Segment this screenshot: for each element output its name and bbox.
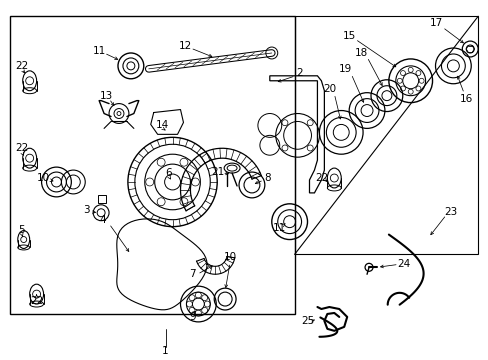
Text: 11: 11	[92, 46, 105, 56]
Text: 12: 12	[179, 41, 192, 51]
Text: 8: 8	[264, 173, 270, 183]
Text: 1: 1	[162, 346, 168, 356]
Text: 15: 15	[342, 31, 355, 41]
Text: 5: 5	[19, 225, 25, 235]
Text: 10: 10	[223, 252, 236, 262]
Text: 22: 22	[314, 173, 327, 183]
Text: 10: 10	[37, 173, 50, 183]
Text: 18: 18	[354, 48, 367, 58]
Text: 24: 24	[396, 259, 409, 269]
Text: 23: 23	[443, 207, 456, 217]
Text: 6: 6	[165, 168, 172, 178]
Text: 11: 11	[272, 222, 286, 233]
Text: 22: 22	[30, 296, 43, 306]
Text: 16: 16	[459, 94, 472, 104]
Text: 9: 9	[189, 312, 195, 322]
Text: 19: 19	[338, 64, 351, 74]
Text: 22: 22	[15, 143, 28, 153]
Text: 3: 3	[83, 205, 89, 215]
Text: 21: 21	[211, 167, 224, 177]
Text: 25: 25	[300, 316, 313, 326]
Bar	[10, 16, 294, 314]
Bar	[98, 195, 106, 203]
Text: 7: 7	[189, 269, 195, 279]
Text: 22: 22	[15, 61, 28, 71]
Text: 4: 4	[100, 215, 106, 225]
Text: 2: 2	[296, 68, 302, 78]
Text: 13: 13	[99, 91, 112, 101]
Text: 20: 20	[322, 84, 335, 94]
Text: 17: 17	[429, 18, 442, 28]
Bar	[294, 16, 477, 255]
Text: 14: 14	[156, 121, 169, 130]
